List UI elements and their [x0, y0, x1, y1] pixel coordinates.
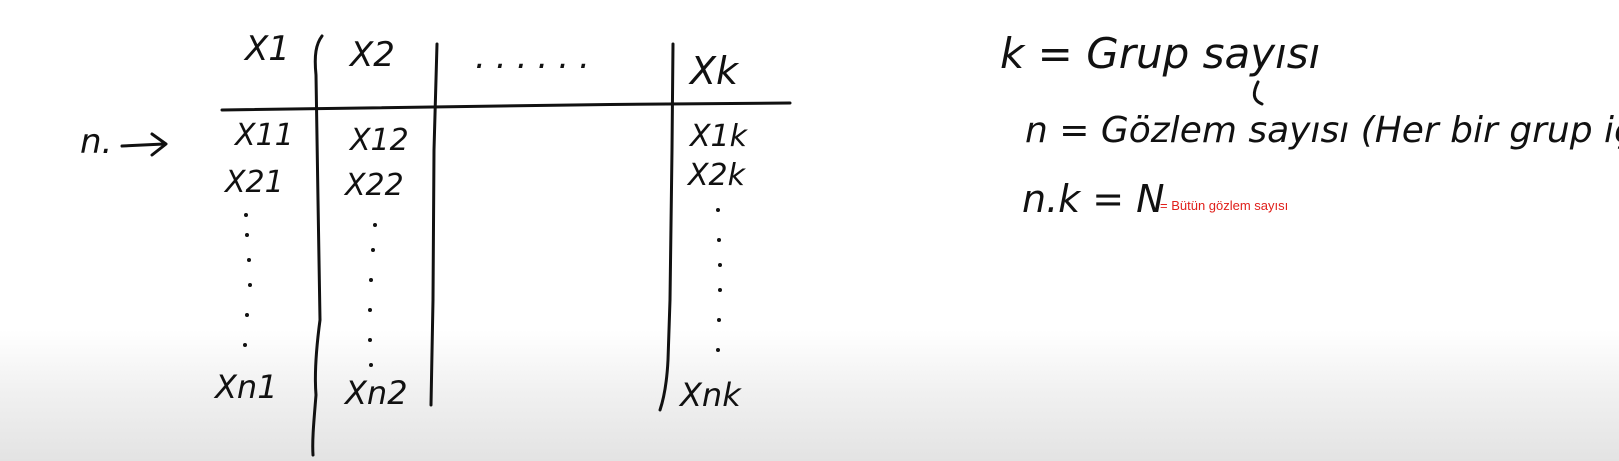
cell-xn1: Xn1: [213, 368, 278, 406]
column-divider-1: [311, 34, 324, 457]
cell-xnk: Xnk: [678, 376, 742, 414]
definition-n: n = Gözlem sayısı (Her bir grup için): [1025, 110, 1619, 151]
dots-column-2: [368, 223, 377, 367]
cell-xn2: Xn2: [343, 374, 408, 412]
header-underline: [220, 101, 792, 112]
row-label-n: n.: [80, 122, 112, 162]
cell-x22: X22: [343, 168, 404, 203]
cell-x21: X21: [223, 165, 284, 200]
header-x2: X2: [348, 35, 395, 75]
note-total-observations: = Bütün gözlem sayısı: [1160, 198, 1288, 213]
dots-column-k: [716, 208, 722, 352]
cell-x2k: X2k: [686, 158, 747, 193]
annotation-hook: [1252, 80, 1264, 106]
column-divider-2: [429, 42, 439, 407]
cell-x11: X11: [233, 118, 294, 153]
header-x1: X1: [243, 29, 290, 69]
cell-x12: X12: [348, 123, 409, 158]
arrow-icon: [120, 132, 168, 157]
header-xk: Xk: [688, 49, 740, 93]
dots-column-1: [243, 213, 252, 347]
definition-k: k = Grup sayısı: [1000, 29, 1320, 78]
header-ellipsis: ......: [475, 37, 600, 77]
column-divider-3: [658, 42, 675, 412]
cell-x1k: X1k: [688, 119, 749, 154]
definition-nk: n.k = N: [1022, 177, 1165, 221]
